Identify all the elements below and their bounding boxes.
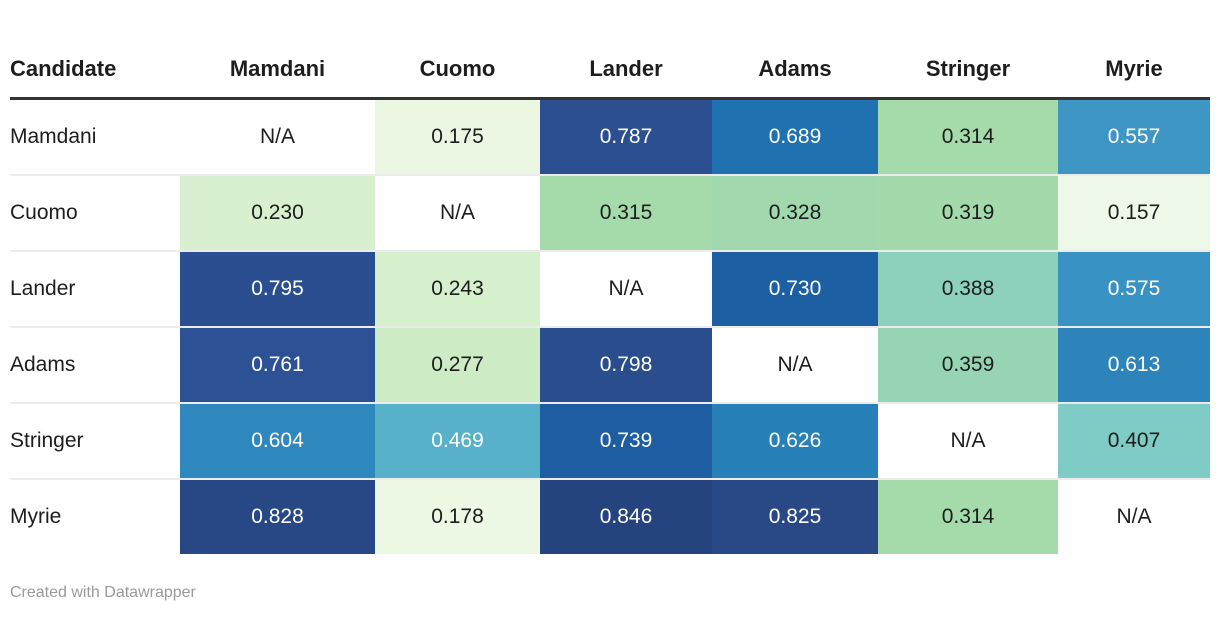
heatmap-cell: 0.243: [375, 250, 540, 327]
table-row: Myrie 0.828 0.178 0.846 0.825 0.314 N/A: [10, 478, 1210, 554]
heatmap-cell: 0.315: [540, 174, 712, 251]
row-label: Mamdani: [10, 98, 180, 175]
heatmap-cell: 0.613: [1058, 326, 1210, 403]
row-label: Stringer: [10, 402, 180, 479]
heatmap-cell: 0.157: [1058, 174, 1210, 251]
heatmap-cell: N/A: [712, 326, 878, 403]
column-header: Mamdani: [180, 40, 375, 100]
heatmap-cell: 0.314: [878, 98, 1058, 175]
heatmap-cell: 0.798: [540, 326, 712, 403]
heatmap-cell: 0.557: [1058, 98, 1210, 175]
heatmap-cell: 0.178: [375, 478, 540, 554]
column-header: Myrie: [1058, 40, 1210, 100]
table-row: Mamdani N/A 0.175 0.787 0.689 0.314 0.557: [10, 98, 1210, 175]
table-row: Adams 0.761 0.277 0.798 N/A 0.359 0.613: [10, 326, 1210, 403]
heatmap-cell: 0.604: [180, 402, 375, 479]
heatmap-cell: 0.469: [375, 402, 540, 479]
heatmap-cell: 0.795: [180, 250, 375, 327]
row-label-header: Candidate: [10, 40, 180, 100]
heatmap-cell: 0.846: [540, 478, 712, 554]
heatmap-cell: 0.328: [712, 174, 878, 251]
heatmap-cell: 0.575: [1058, 250, 1210, 327]
header-row: Candidate Mamdani Cuomo Lander Adams Stringer…: [10, 40, 1210, 100]
heatmap-cell: 0.828: [180, 478, 375, 554]
column-header: Adams: [712, 40, 878, 100]
heatmap-cell: 0.175: [375, 98, 540, 175]
heatmap-cell: 0.314: [878, 478, 1058, 554]
row-label: Myrie: [10, 478, 180, 554]
heatmap-cell: N/A: [180, 98, 375, 175]
heatmap-cell: 0.359: [878, 326, 1058, 403]
heatmap-cell: 0.388: [878, 250, 1058, 327]
column-header: Lander: [540, 40, 712, 100]
heatmap-cell: N/A: [878, 402, 1058, 479]
column-header: Cuomo: [375, 40, 540, 100]
row-label: Cuomo: [10, 174, 180, 251]
heatmap-cell: 0.739: [540, 402, 712, 479]
table-body: Mamdani N/A 0.175 0.787 0.689 0.314 0.557 Cuomo…: [10, 98, 1210, 554]
heatmap-cell: 0.230: [180, 174, 375, 251]
table-row: Lander 0.795 0.243 N/A 0.730 0.388 0.575: [10, 250, 1210, 327]
attribution-text: Created with Datawrapper: [10, 584, 196, 601]
table-row: Stringer 0.604 0.469 0.739 0.626 N/A 0.407: [10, 402, 1210, 479]
heatmap-cell: 0.761: [180, 326, 375, 403]
heatmap-cell: 0.787: [540, 98, 712, 175]
heatmap-cell: 0.277: [375, 326, 540, 403]
heatmap-cell: 0.689: [712, 98, 878, 175]
heatmap-cell: 0.626: [712, 402, 878, 479]
heatmap-cell: N/A: [375, 174, 540, 251]
column-header: Stringer: [878, 40, 1058, 100]
heatmap-cell: N/A: [540, 250, 712, 327]
heatmap-cell: 0.825: [712, 478, 878, 554]
heatmap-cell: 0.730: [712, 250, 878, 327]
heatmap-cell: 0.319: [878, 174, 1058, 251]
table-row: Cuomo 0.230 N/A 0.315 0.328 0.319 0.157: [10, 174, 1210, 251]
heatmap-cell: N/A: [1058, 478, 1210, 554]
row-label: Adams: [10, 326, 180, 403]
row-label: Lander: [10, 250, 180, 327]
heatmap-cell: 0.407: [1058, 402, 1210, 479]
crosstab-heatmap-table: Candidate Mamdani Cuomo Lander Adams Stringer…: [10, 40, 1210, 554]
